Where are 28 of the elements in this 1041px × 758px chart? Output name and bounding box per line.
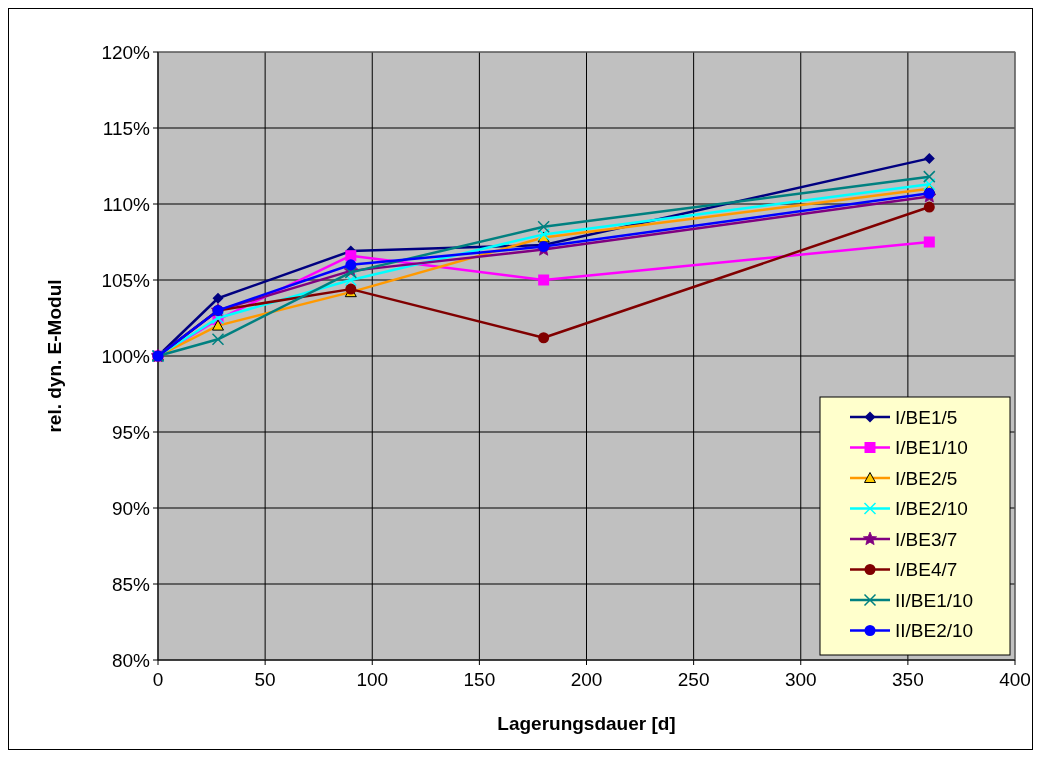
x-tick-label: 50 bbox=[254, 669, 276, 690]
legend-label: I/BE2/10 bbox=[895, 498, 968, 520]
x-tick-label: 300 bbox=[784, 669, 817, 690]
y-tick-label: 110% bbox=[102, 193, 151, 215]
x-tick-label: 250 bbox=[677, 669, 710, 690]
y-tick-label: 100% bbox=[101, 345, 151, 367]
x-tick-label: 400 bbox=[999, 669, 1031, 690]
y-axis-title: rel. dyn. E-Modul bbox=[44, 279, 65, 433]
x-tick-label: 150 bbox=[463, 669, 496, 690]
y-tick-label: 115% bbox=[102, 117, 151, 139]
x-tick-label: 0 bbox=[152, 669, 164, 690]
legend-label: I/BE2/5 bbox=[895, 467, 958, 489]
x-tick-label: 100 bbox=[356, 669, 389, 690]
y-tick-label: 95% bbox=[111, 421, 151, 443]
x-tick-label: 200 bbox=[570, 669, 603, 690]
y-tick-label: 105% bbox=[101, 269, 151, 291]
y-tick-label: 80% bbox=[111, 649, 151, 671]
x-tick-label: 350 bbox=[892, 669, 924, 690]
legend-label: I/BE1/10 bbox=[895, 437, 968, 459]
legend-label: II/BE1/10 bbox=[895, 589, 974, 611]
legend-label: I/BE4/7 bbox=[895, 559, 958, 581]
legend-label: I/BE3/7 bbox=[895, 528, 958, 550]
y-tick-label: 85% bbox=[111, 573, 151, 595]
legend-label: I/BE1/5 bbox=[895, 406, 958, 428]
x-axis-title: Lagerungsdauer [d] bbox=[497, 713, 676, 734]
y-tick-label: 90% bbox=[111, 497, 151, 519]
y-tick-label: 120% bbox=[101, 41, 151, 63]
legend-label: II/BE2/10 bbox=[895, 620, 974, 642]
